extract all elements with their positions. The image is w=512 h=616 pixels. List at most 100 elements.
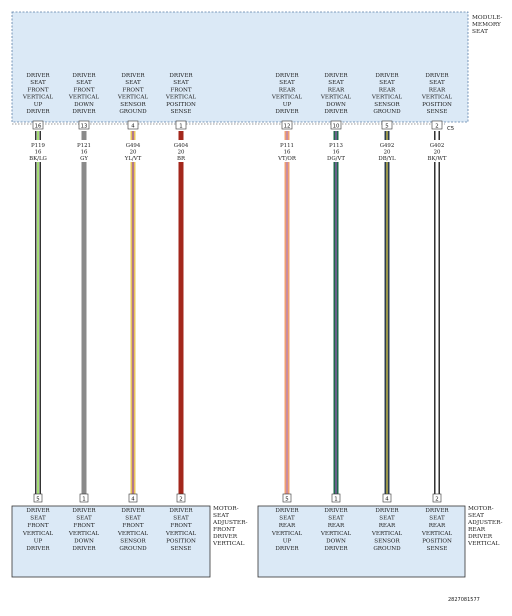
circuit-id: P121 — [77, 143, 91, 149]
bottom-pin-label-line: REAR — [279, 523, 296, 529]
top-pin-label-line: DRIVER — [72, 109, 96, 115]
top-pin-label-line: FRONT — [170, 87, 192, 93]
bottom-pin-label-line: REAR — [379, 523, 396, 529]
bottom-pin-label-line: SENSE — [427, 546, 448, 552]
top-pin-box — [175, 120, 187, 130]
wire-label-bg — [70, 140, 98, 162]
top-pin-label-line: DRIVER — [375, 73, 399, 79]
front-motor-title-line: DRIVER — [213, 534, 238, 540]
wire-color-code: BK/WT — [428, 156, 447, 162]
bottom-pin-label-line: DOWN — [326, 538, 346, 544]
top-pin-label-line: VERTICAL — [320, 95, 351, 101]
wire-gauge: 20 — [434, 150, 441, 156]
top-pin-number: 16 — [35, 123, 42, 129]
top-pin-label-line: DRIVER — [275, 109, 299, 115]
bottom-pin-box — [282, 493, 292, 503]
bottom-pin-label-line: SEAT — [328, 516, 344, 522]
wire-color-code: DG/VT — [327, 156, 345, 162]
top-pin-number: 2 — [435, 123, 438, 129]
wire-color-code: GY — [80, 156, 88, 162]
rear-motor-title-line: REAR — [468, 527, 486, 533]
rear-motor-title-line: SEAT — [468, 513, 484, 519]
top-pin-label-line: VERTICAL — [22, 95, 53, 101]
top-pin-label-line: DRIVER — [72, 73, 96, 79]
top-pin-number: 1 — [179, 123, 182, 129]
bottom-pin-label-line: SEAT — [279, 516, 295, 522]
bottom-pin-label-line: DRIVER — [275, 546, 299, 552]
wire-gauge: 16 — [81, 150, 88, 156]
bottom-pin-label-line: POSITION — [422, 538, 452, 544]
circuit-id: G494 — [126, 143, 141, 149]
top-pin-label-line: SENSE — [427, 109, 448, 115]
circuit-id: P119 — [31, 143, 45, 149]
top-pin-label-line: FRONT — [122, 87, 144, 93]
top-pin-label-line: UP — [34, 102, 43, 108]
top-pin-box — [381, 120, 393, 130]
top-pin-label-line: SEAT — [30, 80, 46, 86]
top-pin-label-line: DRIVER — [324, 109, 348, 115]
top-pin-number: 13 — [81, 123, 88, 129]
bottom-pin-box — [331, 493, 341, 503]
bottom-pin-label-line: GROUND — [373, 546, 401, 552]
bottom-pin-box — [33, 493, 43, 503]
rear-motor-title-line: VERTICAL — [467, 541, 499, 547]
bottom-pin-label-line: DRIVER — [169, 508, 193, 514]
top-pin-number: 12 — [284, 123, 291, 129]
bottom-pin-number: 1 — [82, 496, 85, 502]
bottom-pin-label-line: FRONT — [27, 523, 49, 529]
top-pin-label-line: SEAT — [279, 80, 295, 86]
wire-gauge: 16 — [333, 150, 340, 156]
bottom-pin-number: 2 — [179, 496, 182, 502]
bottom-pin-label-line: DRIVER — [275, 508, 299, 514]
figure-id: 2827081577 — [448, 597, 480, 603]
circuit-id: G402 — [430, 143, 445, 149]
wire-label-bg — [24, 140, 52, 162]
memory-seat-module-box — [11, 11, 469, 123]
bottom-pin-label-line: SEAT — [173, 516, 189, 522]
bottom-pin-box — [79, 493, 89, 503]
rear-motor-title-line: DRIVER — [468, 534, 493, 540]
wire-color-code: DB/YL — [378, 156, 396, 162]
bottom-pin-label-line: VERTICAL — [320, 531, 351, 537]
bottom-pin-label-line: SEAT — [125, 516, 141, 522]
top-pin-label-line: DRIVER — [275, 73, 299, 79]
top-pin-label-line: VERTICAL — [371, 95, 402, 101]
top-pin-label-line: REAR — [279, 87, 296, 93]
top-pin-box — [32, 120, 44, 130]
bottom-pin-label-line: FRONT — [122, 523, 144, 529]
top-pin-label-line: DRIVER — [425, 73, 449, 79]
bottom-pin-label-line: VERTICAL — [68, 531, 99, 537]
top-pin-label-line: DRIVER — [324, 73, 348, 79]
top-pin-label-line: SEAT — [379, 80, 395, 86]
top-pin-label-line: GROUND — [373, 109, 401, 115]
wire-color-code: YL/VT — [124, 156, 142, 162]
rear-motor-title-line: MOTOR- — [468, 506, 494, 512]
bottom-pin-label-line: UP — [34, 538, 43, 544]
front-motor-title-line: VERTICAL — [212, 541, 244, 547]
bottom-pin-label-line: DRIVER — [324, 508, 348, 514]
rear-motor-title: MOTOR- SEAT ADJUSTER- REAR DRIVER VERTIC… — [467, 506, 504, 547]
top-pin-box — [78, 120, 90, 130]
rear-vertical-motor-box — [257, 505, 466, 578]
wire-gauge: 20 — [384, 150, 391, 156]
top-pin-number: 10 — [333, 123, 340, 129]
wire-color-code: BK/LG — [29, 156, 47, 162]
wire-label-bg — [119, 140, 147, 162]
bottom-pin-label-line: VERTICAL — [421, 531, 452, 537]
wire-color-code: BR — [177, 156, 186, 162]
module-title-line: MODULE- — [472, 15, 502, 21]
bottom-pin-box — [382, 493, 392, 503]
wire-gauge: 20 — [130, 150, 137, 156]
top-pin-box — [281, 120, 293, 130]
bottom-pin-label-line: DRIVER — [72, 546, 96, 552]
top-pin-label-line: SENSOR — [120, 102, 146, 108]
wire-label-bg — [273, 140, 301, 162]
bottom-pin-label-line: VERTICAL — [165, 531, 196, 537]
module-title-line: MEMORY — [472, 22, 501, 28]
bottom-pin-number: 5 — [285, 496, 288, 502]
top-pin-label-line: POSITION — [166, 102, 196, 108]
wire-gauge: 20 — [178, 150, 185, 156]
wires-layer: DRIVERSEATFRONTVERTICALUPDRIVER16P11916B… — [22, 73, 452, 552]
connector-c5-label: C5 — [447, 126, 454, 132]
bottom-pin-label-line: SEAT — [429, 516, 445, 522]
